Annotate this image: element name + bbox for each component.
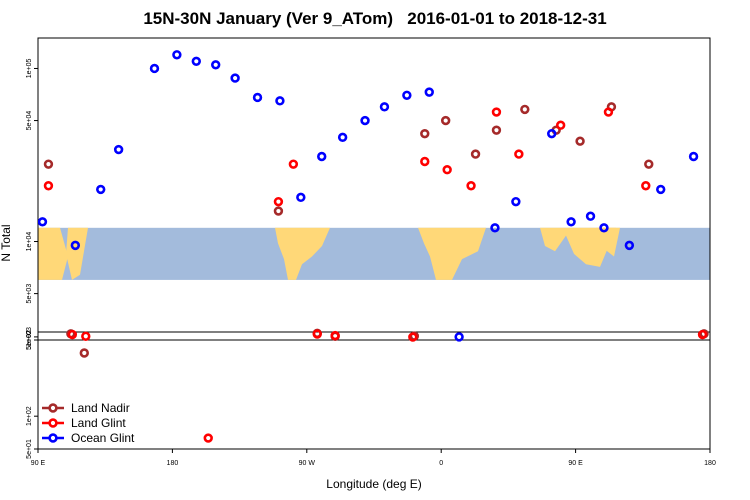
point-land-nadir [420, 128, 430, 139]
point-land-glint [408, 332, 418, 342]
point-ocean-glint [296, 192, 306, 203]
x-tick-label: 90 E [31, 460, 46, 467]
point-land-nadir [520, 104, 530, 115]
y-tick-label: 1e+04 [26, 232, 33, 252]
land-mass [596, 227, 620, 257]
point-land-nadir [644, 159, 654, 169]
point-ocean-glint [688, 151, 699, 162]
y-tick-label: 1e+05 [26, 59, 33, 79]
point-land-glint [697, 329, 708, 340]
chart-title: 15N-30N January (Ver 9_ATom) 2016-01-01 … [143, 9, 607, 28]
point-land-nadir [713, 350, 720, 357]
point-ocean-glint [490, 223, 500, 233]
point-land-glint [330, 330, 340, 341]
point-ocean-glint [211, 60, 221, 70]
point-land-glint [514, 149, 524, 159]
point-land-nadir [491, 125, 502, 135]
x-tick-label: 90 W [299, 460, 316, 467]
point-land-glint [466, 181, 476, 191]
point-land-nadir [440, 115, 451, 126]
legend-marker-land-glint [48, 418, 58, 428]
legend-label-land-glint: Land Glint [71, 416, 126, 430]
point-land-glint [603, 107, 614, 117]
y-tick-label: 5e+04 [26, 111, 33, 131]
point-ocean-glint [424, 87, 434, 97]
plot-frame [37, 37, 711, 450]
land-mass [66, 227, 88, 280]
point-ocean-glint [599, 223, 609, 233]
x-axis-label: Longitude (deg E) [326, 477, 421, 491]
y-tick-label: 1e+03 [26, 327, 33, 347]
world-map-strip [38, 227, 710, 280]
point-ocean-glint [337, 132, 348, 143]
point-land-nadir [575, 136, 585, 146]
point-land-glint [203, 433, 213, 443]
point-land-glint [555, 120, 566, 130]
point-land-glint [491, 107, 502, 117]
legend-label-ocean-glint: Ocean Glint [71, 431, 135, 445]
point-land-glint [288, 159, 299, 169]
point-ocean-glint [113, 144, 124, 155]
point-ocean-glint [230, 73, 240, 83]
point-ocean-glint [317, 151, 327, 162]
legend-marker-ocean-glint [48, 433, 58, 443]
point-ocean-glint [585, 211, 596, 221]
point-land-glint [273, 196, 284, 207]
land-mass [38, 227, 68, 280]
point-ocean-glint [96, 184, 106, 195]
point-ocean-glint [402, 90, 412, 100]
axes: 90 E 180 90 W 0 90 E 180 1e+05 5e+04 1e+04 5e+03 1… [26, 37, 716, 467]
x-tick-label: 90 E [568, 460, 583, 467]
y-tick-label: 5e+02 [26, 330, 33, 350]
point-land-glint [43, 181, 54, 191]
point-ocean-glint [656, 184, 666, 195]
land-mass [505, 227, 616, 267]
point-land-glint [420, 156, 430, 167]
land-mass [275, 227, 330, 280]
point-ocean-glint [454, 332, 464, 342]
x-tick-label: 180 [704, 460, 716, 467]
legend-marker-land-nadir [48, 403, 58, 413]
point-ocean-glint [275, 96, 285, 106]
point-land-nadir [43, 159, 54, 169]
point-land-glint [81, 331, 91, 341]
point-land-glint [442, 165, 452, 175]
point-ocean-glint [70, 240, 81, 251]
y-axis-label: N Total [0, 224, 13, 261]
point-ocean-glint [511, 196, 521, 207]
x-tick-label: 180 [167, 460, 179, 467]
data-points [38, 45, 748, 443]
point-land-nadir [470, 149, 481, 159]
point-ocean-glint [38, 217, 48, 227]
legend-label-land-nadir: Land Nadir [71, 401, 130, 415]
point-ocean-glint [360, 115, 370, 126]
point-land-glint [67, 329, 78, 340]
y-tick-label: 5e+03 [26, 284, 33, 304]
point-ocean-glint [379, 102, 390, 112]
point-ocean-glint [252, 92, 263, 103]
point-ocean-glint [741, 61, 748, 68]
point-ocean-glint [547, 128, 557, 139]
point-ocean-glint [191, 56, 201, 67]
point-ocean-glint [624, 240, 635, 251]
point-ocean-glint [566, 217, 576, 227]
point-land-glint [641, 181, 651, 191]
point-ocean-glint [719, 45, 726, 52]
y-tick-label: 5e+01 [26, 439, 33, 459]
y-tick-label: 1e+02 [26, 406, 33, 426]
y-tick-label: 5e+02 [26, 330, 33, 350]
point-land-glint [714, 333, 721, 340]
point-land-nadir [273, 206, 284, 216]
point-land-nadir [79, 348, 89, 358]
point-ocean-glint [172, 50, 182, 60]
x-tick-label: 0 [439, 460, 443, 467]
point-ocean-glint [149, 63, 160, 74]
point-land-glint [312, 329, 322, 339]
land-mass [418, 227, 486, 280]
